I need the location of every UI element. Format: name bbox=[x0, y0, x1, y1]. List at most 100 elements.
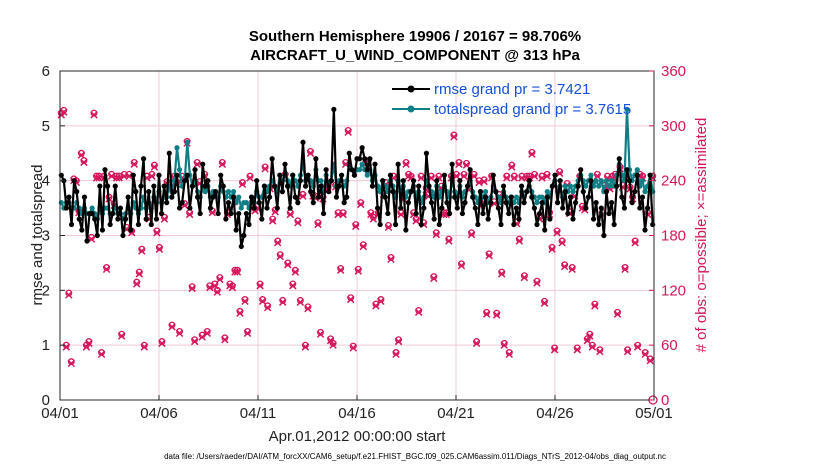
rmse-point bbox=[639, 194, 646, 200]
rmse-point bbox=[614, 183, 620, 189]
rmse-point bbox=[74, 189, 80, 195]
rmse-point bbox=[359, 145, 365, 151]
rmse-point bbox=[328, 178, 334, 184]
rmse-point bbox=[115, 216, 121, 222]
obs-assimilated-marker bbox=[568, 265, 576, 274]
rmse-point bbox=[156, 172, 162, 178]
rmse-point bbox=[151, 183, 157, 189]
rmse-point bbox=[428, 200, 435, 206]
rmse-point bbox=[395, 161, 401, 167]
rmse-point bbox=[593, 200, 599, 206]
spread-point bbox=[58, 200, 64, 206]
rmse-point bbox=[292, 194, 298, 200]
rmse-point bbox=[608, 200, 615, 206]
spread-point bbox=[570, 189, 576, 195]
rmse-point bbox=[544, 194, 550, 200]
spread-point bbox=[230, 189, 237, 195]
rmse-point bbox=[202, 183, 208, 189]
obs-assimilated-marker bbox=[586, 332, 594, 340]
rmse-point bbox=[161, 183, 167, 189]
spread-point bbox=[174, 145, 180, 151]
spread-point bbox=[639, 178, 646, 184]
obs-assimilated-marker bbox=[583, 336, 592, 345]
obs-assimilated-marker bbox=[133, 280, 141, 288]
obs-assimilated-marker bbox=[492, 311, 501, 319]
rmse-point bbox=[256, 200, 262, 206]
rmse-point bbox=[138, 183, 144, 189]
x-tick-label: 04/11 bbox=[240, 405, 276, 422]
rmse-point bbox=[189, 183, 196, 189]
rmse-point bbox=[472, 205, 478, 211]
obs-assimilated-marker bbox=[243, 329, 252, 338]
y-axis-right-label: # of obs: o=possible; ×=assimilated bbox=[693, 118, 710, 353]
rmse-point bbox=[305, 172, 311, 178]
y-right-tick-label: 300 bbox=[661, 118, 686, 135]
spread-point bbox=[544, 189, 550, 195]
rmse-point bbox=[485, 216, 491, 222]
rmse-point bbox=[459, 210, 466, 217]
spread-point bbox=[624, 106, 630, 112]
spread-point bbox=[236, 194, 242, 200]
rmse-point bbox=[192, 167, 198, 173]
rmse-point bbox=[166, 150, 172, 156]
spread-point bbox=[482, 189, 489, 195]
rmse-point bbox=[511, 221, 517, 228]
rmse-point bbox=[218, 172, 224, 178]
rmse-point bbox=[179, 200, 185, 206]
rmse-point bbox=[338, 172, 345, 178]
y-tick-label: 1 bbox=[42, 337, 50, 354]
rmse-point bbox=[287, 205, 293, 211]
obs-assimilated-marker bbox=[480, 177, 488, 186]
obs-assimilated-marker bbox=[558, 239, 566, 247]
rmse-point bbox=[470, 194, 476, 200]
y-tick-label: 0 bbox=[42, 392, 50, 409]
line-series bbox=[58, 106, 656, 250]
rmse-point bbox=[647, 172, 653, 178]
rmse-point bbox=[418, 221, 424, 228]
spread-point bbox=[176, 167, 183, 173]
rmse-point bbox=[79, 227, 85, 233]
rmse-point bbox=[426, 183, 432, 189]
obs-assimilated-marker bbox=[560, 262, 569, 271]
rmse-point bbox=[313, 156, 319, 162]
spread-point bbox=[318, 178, 324, 184]
rmse-point bbox=[400, 178, 406, 184]
rmse-point bbox=[621, 205, 628, 211]
rmse-point bbox=[331, 106, 337, 112]
rmse-point bbox=[99, 227, 106, 233]
rmse-point bbox=[513, 205, 520, 211]
rmse-point bbox=[94, 232, 100, 239]
rmse-point bbox=[467, 167, 473, 173]
rmse-point bbox=[434, 178, 440, 184]
rmse-point bbox=[531, 205, 538, 211]
obs-assimilated-marker bbox=[85, 339, 93, 348]
y-right-tick-label: 240 bbox=[661, 173, 686, 190]
spread-point bbox=[634, 167, 640, 173]
rmse-point bbox=[233, 227, 239, 233]
rmse-point bbox=[71, 178, 77, 184]
rmse-point bbox=[403, 227, 409, 233]
x-tick-label: 04/16 bbox=[338, 405, 376, 422]
rmse-point bbox=[125, 194, 131, 200]
rmse-point bbox=[421, 205, 427, 211]
rmse-point bbox=[274, 205, 280, 211]
obs-assimilated-marker bbox=[246, 174, 254, 182]
rmse-point bbox=[508, 194, 514, 200]
rmse-point bbox=[372, 161, 378, 167]
rmse-point bbox=[351, 172, 358, 178]
rmse-point bbox=[182, 178, 188, 184]
rmse-point bbox=[158, 210, 165, 217]
obs-assimilated-marker bbox=[279, 298, 287, 306]
rmse-point bbox=[634, 172, 640, 178]
rmse-point bbox=[642, 227, 648, 233]
rmse-point bbox=[364, 167, 370, 173]
rmse-point bbox=[626, 178, 633, 184]
rmse-point bbox=[326, 189, 332, 195]
obs-assimilated-marker bbox=[286, 210, 295, 219]
obs-assimilated-marker bbox=[462, 161, 471, 169]
rmse-point bbox=[184, 172, 190, 178]
rmse-point bbox=[637, 205, 643, 211]
rmse-point bbox=[416, 183, 422, 189]
rmse-point bbox=[557, 178, 563, 184]
